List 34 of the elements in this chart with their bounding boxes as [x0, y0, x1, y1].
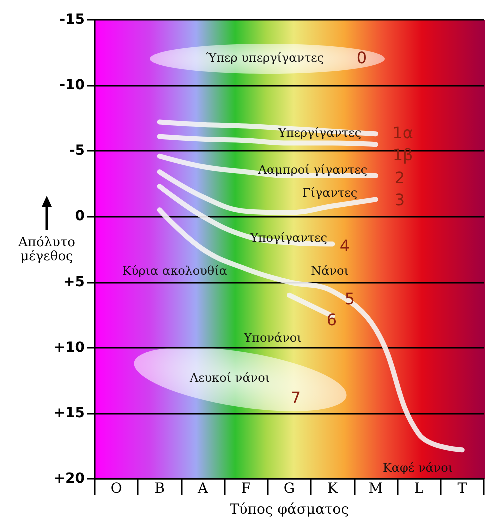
x-tick-label: G [284, 481, 296, 497]
y-tick-label: +10 [54, 340, 86, 356]
annotation: Γίγαντες [302, 186, 358, 200]
annotation: Υπεργίγαντες [277, 126, 362, 140]
annotation: 7 [290, 388, 302, 408]
x-tick-label: B [154, 481, 165, 497]
y-axis-title: Απόλυτο μέγεθος [18, 236, 76, 264]
x-axis-title: Τύπος φάσματος [230, 502, 350, 517]
annotation: Νάνοι [311, 264, 350, 278]
x-tick-label: A [196, 481, 209, 497]
annotation: 0 [356, 48, 368, 68]
annotation: 4 [340, 236, 350, 256]
x-tick-label: K [327, 481, 338, 497]
annotation: Λαμπροί γίγαντες [257, 163, 368, 177]
annotation: Υπογίγαντες [249, 231, 328, 245]
annotation: 1α [392, 124, 414, 142]
annotation: 3 [394, 190, 406, 210]
x-tick-label: O [110, 481, 122, 497]
annotation: Λευκοί νάνοι [188, 371, 270, 385]
y-tick-label: -5 [69, 143, 85, 160]
y-tick-label: +5 [64, 274, 85, 290]
annotation: 2 [394, 168, 406, 188]
x-tick-label: F [241, 481, 252, 497]
y-tick-label: -10 [60, 78, 86, 94]
x-tick-label: L [414, 481, 424, 497]
annotation: Καφέ νάνοι [382, 461, 454, 475]
x-tick-label: T [458, 481, 468, 497]
y-tick-label: +15 [54, 405, 85, 422]
annotation: Ύπερ υπεργίγαντες [206, 51, 324, 65]
annotation: Υπονάνοι [243, 331, 302, 345]
y-tick-label: -15 [60, 12, 85, 28]
y-tick-label: +20 [54, 471, 86, 487]
y-tick-label: 0 [75, 208, 86, 225]
x-tick-label: M [368, 481, 384, 497]
